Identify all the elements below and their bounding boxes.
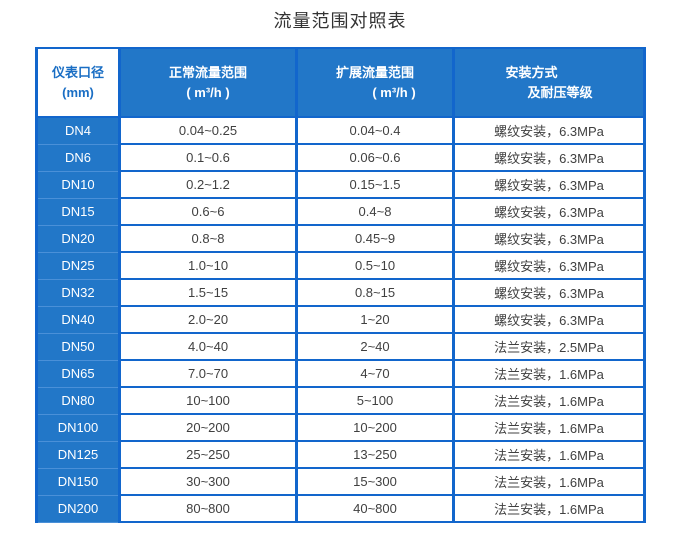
dn-label: DN6 bbox=[35, 143, 121, 172]
header-meter-diameter-line2: (mm) bbox=[62, 84, 94, 100]
table-row: DN6 0.1~0.6 0.06~0.6 螺纹安装，6.3MPa bbox=[35, 143, 646, 172]
installation-cell: 螺纹安装，6.3MPa bbox=[452, 197, 646, 226]
normal-flow-cell: 0.6~6 bbox=[118, 197, 298, 226]
dn-label: DN15 bbox=[35, 197, 121, 226]
dn-label: DN4 bbox=[35, 116, 121, 145]
dn-label: DN32 bbox=[35, 278, 121, 307]
table-row: DN125 25~250 13~250 法兰安装，1.6MPa bbox=[35, 440, 646, 469]
header-meter-diameter-line1: 仪表口径 bbox=[51, 64, 104, 80]
header-extended-flow: 扩展流量范围 ( m³/h ) bbox=[295, 47, 455, 118]
table-row: DN15 0.6~6 0.4~8 螺纹安装，6.3MPa bbox=[35, 197, 646, 226]
normal-flow-cell: 80~800 bbox=[118, 494, 298, 523]
installation-cell: 法兰安装，1.6MPa bbox=[452, 467, 646, 496]
table-row: DN50 4.0~40 2~40 法兰安装，2.5MPa bbox=[35, 332, 646, 361]
header-installation-line1: 安装方式 bbox=[505, 64, 558, 80]
installation-cell: 法兰安装，1.6MPa bbox=[452, 440, 646, 469]
dn-label: DN20 bbox=[35, 224, 121, 253]
extended-flow-cell: 0.8~15 bbox=[295, 278, 455, 307]
installation-cell: 螺纹安装，6.3MPa bbox=[452, 278, 646, 307]
page-title: 流量范围对照表 bbox=[273, 11, 407, 31]
header-meter-diameter: 仪表口径 (mm) bbox=[35, 47, 121, 118]
installation-cell: 螺纹安装，6.3MPa bbox=[452, 251, 646, 280]
header-normal-flow-line2: ( m³/h ) bbox=[186, 84, 230, 100]
extended-flow-cell: 0.4~8 bbox=[295, 197, 455, 226]
installation-cell: 螺纹安装，6.3MPa bbox=[452, 224, 646, 253]
normal-flow-cell: 0.8~8 bbox=[118, 224, 298, 253]
dn-label: DN100 bbox=[35, 413, 121, 442]
installation-cell: 法兰安装，1.6MPa bbox=[452, 413, 646, 442]
table-row: DN80 10~100 5~100 法兰安装，1.6MPa bbox=[35, 386, 646, 415]
header-normal-flow: 正常流量范围 ( m³/h ) bbox=[118, 47, 298, 118]
dn-label: DN50 bbox=[35, 332, 121, 361]
normal-flow-cell: 2.0~20 bbox=[118, 305, 298, 334]
header-installation-block: 安装方式 及耐压等级 bbox=[505, 63, 592, 103]
installation-cell: 螺纹安装，6.3MPa bbox=[452, 143, 646, 172]
extended-flow-cell: 40~800 bbox=[295, 494, 455, 523]
extended-flow-cell: 0.15~1.5 bbox=[295, 170, 455, 199]
extended-flow-cell: 10~200 bbox=[295, 413, 455, 442]
table-row: DN4 0.04~0.25 0.04~0.4 螺纹安装，6.3MPa bbox=[35, 116, 646, 145]
flow-range-table: 仪表口径 (mm) 正常流量范围 ( m³/h ) 扩展流量范围 ( m³/h … bbox=[35, 47, 646, 523]
normal-flow-cell: 7.0~70 bbox=[118, 359, 298, 388]
header-extended-flow-line1: 扩展流量范围 bbox=[335, 64, 414, 80]
normal-flow-cell: 30~300 bbox=[118, 467, 298, 496]
normal-flow-cell: 4.0~40 bbox=[118, 332, 298, 361]
extended-flow-cell: 1~20 bbox=[295, 305, 455, 334]
installation-cell: 法兰安装，2.5MPa bbox=[452, 332, 646, 361]
extended-flow-cell: 5~100 bbox=[295, 386, 455, 415]
dn-label: DN125 bbox=[35, 440, 121, 469]
dn-label: DN200 bbox=[35, 494, 121, 523]
normal-flow-cell: 20~200 bbox=[118, 413, 298, 442]
installation-cell: 螺纹安装，6.3MPa bbox=[452, 170, 646, 199]
extended-flow-cell: 13~250 bbox=[295, 440, 455, 469]
extended-flow-cell: 2~40 bbox=[295, 332, 455, 361]
extended-flow-cell: 15~300 bbox=[295, 467, 455, 496]
normal-flow-cell: 25~250 bbox=[118, 440, 298, 469]
normal-flow-cell: 0.04~0.25 bbox=[118, 116, 298, 145]
normal-flow-cell: 1.0~10 bbox=[118, 251, 298, 280]
table-row: DN200 80~800 40~800 法兰安装，1.6MPa bbox=[35, 494, 646, 523]
extended-flow-cell: 4~70 bbox=[295, 359, 455, 388]
table-row: DN100 20~200 10~200 法兰安装，1.6MPa bbox=[35, 413, 646, 442]
table-row: DN40 2.0~20 1~20 螺纹安装，6.3MPa bbox=[35, 305, 646, 334]
header-installation-line2: 及耐压等级 bbox=[527, 84, 593, 100]
installation-cell: 法兰安装，1.6MPa bbox=[452, 386, 646, 415]
normal-flow-cell: 1.5~15 bbox=[118, 278, 298, 307]
header-normal-flow-line1: 正常流量范围 bbox=[168, 64, 247, 80]
normal-flow-cell: 0.2~1.2 bbox=[118, 170, 298, 199]
extended-flow-cell: 0.06~0.6 bbox=[295, 143, 455, 172]
table-body: DN4 0.04~0.25 0.04~0.4 螺纹安装，6.3MPa DN6 0… bbox=[35, 116, 646, 523]
extended-flow-cell: 0.45~9 bbox=[295, 224, 455, 253]
extended-flow-cell: 0.5~10 bbox=[295, 251, 455, 280]
header-row: 仪表口径 (mm) 正常流量范围 ( m³/h ) 扩展流量范围 ( m³/h … bbox=[35, 47, 646, 118]
extended-flow-cell: 0.04~0.4 bbox=[295, 116, 455, 145]
installation-cell: 法兰安装，1.6MPa bbox=[452, 494, 646, 523]
installation-cell: 螺纹安装，6.3MPa bbox=[452, 116, 646, 145]
table-row: DN10 0.2~1.2 0.15~1.5 螺纹安装，6.3MPa bbox=[35, 170, 646, 199]
installation-cell: 螺纹安装，6.3MPa bbox=[452, 305, 646, 334]
table-row: DN32 1.5~15 0.8~15 螺纹安装，6.3MPa bbox=[35, 278, 646, 307]
dn-label: DN65 bbox=[35, 359, 121, 388]
header-installation: 安装方式 及耐压等级 bbox=[452, 47, 646, 118]
table-row: DN65 7.0~70 4~70 法兰安装，1.6MPa bbox=[35, 359, 646, 388]
table-header: 仪表口径 (mm) 正常流量范围 ( m³/h ) 扩展流量范围 ( m³/h … bbox=[35, 47, 646, 118]
dn-label: DN10 bbox=[35, 170, 121, 199]
installation-cell: 法兰安装，1.6MPa bbox=[452, 359, 646, 388]
table-row: DN150 30~300 15~300 法兰安装，1.6MPa bbox=[35, 467, 646, 496]
dn-label: DN25 bbox=[35, 251, 121, 280]
table-row: DN25 1.0~10 0.5~10 螺纹安装，6.3MPa bbox=[35, 251, 646, 280]
header-extended-flow-line2: ( m³/h ) bbox=[372, 84, 416, 100]
dn-label: DN40 bbox=[35, 305, 121, 334]
dn-label: DN80 bbox=[35, 386, 121, 415]
normal-flow-cell: 0.1~0.6 bbox=[118, 143, 298, 172]
table-row: DN20 0.8~8 0.45~9 螺纹安装，6.3MPa bbox=[35, 224, 646, 253]
dn-label: DN150 bbox=[35, 467, 121, 496]
normal-flow-cell: 10~100 bbox=[118, 386, 298, 415]
